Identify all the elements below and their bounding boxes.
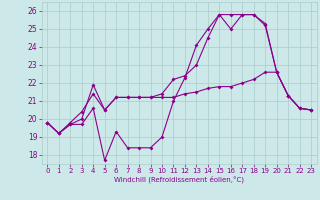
X-axis label: Windchill (Refroidissement éolien,°C): Windchill (Refroidissement éolien,°C) <box>114 176 244 183</box>
